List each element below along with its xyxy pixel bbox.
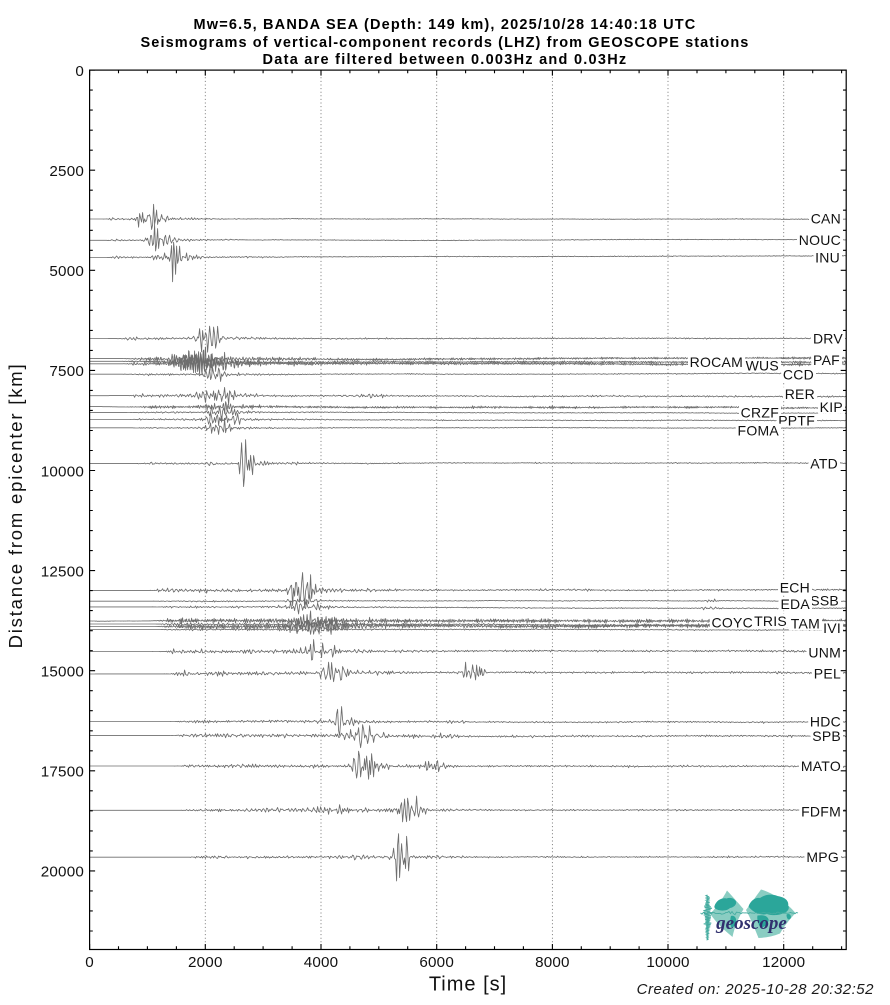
svg-text:7500: 7500: [49, 363, 84, 380]
svg-text:8000: 8000: [535, 954, 570, 971]
svg-text:CRZF: CRZF: [741, 405, 779, 421]
svg-text:HDC: HDC: [810, 714, 841, 730]
svg-text:EDA: EDA: [780, 596, 810, 612]
svg-text:MPG: MPG: [806, 849, 839, 865]
svg-text:17500: 17500: [41, 764, 84, 781]
svg-text:RER: RER: [785, 386, 815, 402]
svg-text:IVI: IVI: [823, 620, 841, 636]
svg-text:12500: 12500: [41, 563, 84, 580]
svg-text:0: 0: [85, 954, 94, 971]
svg-text:Created on: 2025-10-28 20:32:5: Created on: 2025-10-28 20:32:52: [637, 981, 874, 998]
svg-text:10000: 10000: [41, 463, 84, 480]
svg-text:10000: 10000: [646, 954, 689, 971]
svg-text:2000: 2000: [188, 954, 223, 971]
svg-text:KIP: KIP: [820, 399, 843, 415]
svg-text:2500: 2500: [49, 163, 84, 180]
svg-text:15000: 15000: [41, 664, 84, 681]
svg-text:0: 0: [75, 63, 84, 80]
svg-text:ROCAM: ROCAM: [690, 354, 743, 370]
svg-text:CCD: CCD: [783, 367, 814, 383]
svg-text:FOMA: FOMA: [738, 423, 780, 439]
svg-text:ECH: ECH: [780, 580, 810, 596]
svg-text:TAM: TAM: [791, 616, 820, 632]
svg-text:COYC: COYC: [712, 615, 753, 631]
svg-text:UNM: UNM: [808, 645, 841, 661]
svg-text:SPB: SPB: [812, 728, 841, 744]
svg-text:Time [s]: Time [s]: [429, 974, 507, 996]
svg-text:SSB: SSB: [810, 593, 839, 609]
svg-text:Mw=6.5, BANDA SEA (Depth: 149: Mw=6.5, BANDA SEA (Depth: 149 km), 2025/…: [194, 17, 697, 33]
svg-text:WUS: WUS: [746, 358, 779, 374]
svg-text:Seismograms of vertical-compon: Seismograms of vertical-component record…: [141, 35, 750, 51]
svg-text:FDFM: FDFM: [801, 804, 841, 820]
svg-text:PEL: PEL: [814, 666, 841, 682]
svg-text:TRIS: TRIS: [754, 613, 787, 629]
svg-text:5000: 5000: [49, 263, 84, 280]
svg-text:INU: INU: [815, 250, 840, 266]
svg-text:ATD: ATD: [810, 456, 838, 472]
svg-text:12000: 12000: [762, 954, 805, 971]
svg-text:PPTF: PPTF: [778, 413, 815, 429]
svg-text:Data are filtered between 0.00: Data are filtered between 0.003Hz and 0.…: [263, 52, 628, 68]
svg-text:4000: 4000: [304, 954, 339, 971]
svg-text:Distance from epicenter [km]: Distance from epicenter [km]: [5, 363, 26, 649]
svg-text:20000: 20000: [41, 864, 84, 881]
svg-text:NOUC: NOUC: [799, 232, 841, 248]
svg-text:CAN: CAN: [811, 211, 841, 227]
svg-text:6000: 6000: [419, 954, 454, 971]
svg-text:DRV: DRV: [813, 331, 843, 347]
svg-text:PAF: PAF: [813, 352, 840, 368]
svg-text:MATO: MATO: [801, 758, 841, 774]
svg-text:geoscope: geoscope: [715, 913, 787, 934]
